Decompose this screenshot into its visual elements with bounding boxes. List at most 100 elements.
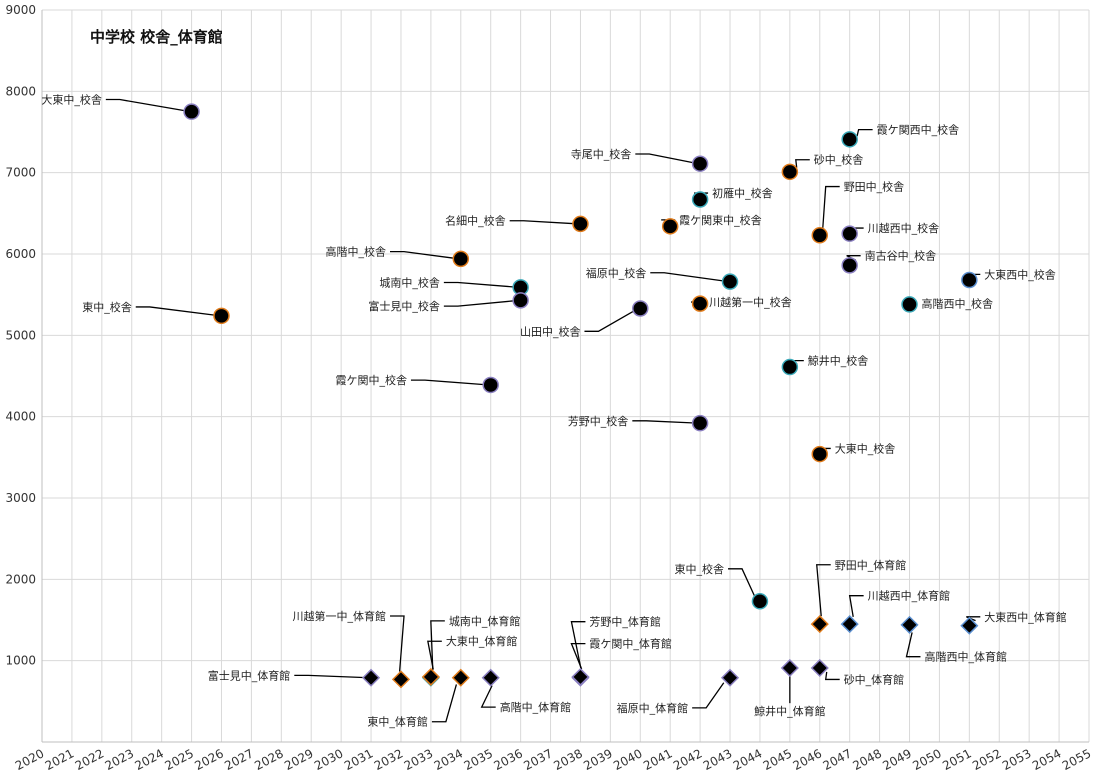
x-tick-label: 2050 (910, 746, 944, 773)
leader-lines (105, 98, 981, 723)
x-tick-label: 2048 (850, 746, 884, 773)
x-tick-label: 2031 (342, 746, 376, 773)
y-tick-label: 7000 (5, 166, 36, 180)
x-tick-label: 2032 (372, 746, 406, 773)
leader-line (635, 153, 693, 164)
x-tick-label: 2029 (282, 746, 316, 773)
diamond-point (720, 668, 740, 687)
point-label: 大東西中_校舎 (984, 267, 1056, 281)
leader-line (816, 564, 831, 617)
y-tick-label: 4000 (5, 410, 36, 424)
diamond-point (810, 615, 829, 634)
leader-line (795, 159, 810, 168)
diamond-point (780, 658, 799, 678)
circle-point (512, 292, 529, 309)
point-label: 富士見中_体育館 (208, 668, 291, 682)
point-label: 鯨井中_校舎 (808, 354, 869, 368)
circle-point (691, 191, 709, 208)
point-label: 大東西中_体育館 (984, 610, 1067, 624)
leader-line (632, 420, 693, 424)
x-tick-label: 2022 (73, 746, 107, 773)
diamond-point (481, 668, 500, 687)
circle-point (661, 218, 679, 235)
point-label: 霞ケ関西中_校舎 (877, 123, 960, 137)
circle-point (721, 273, 739, 290)
point-label: 野田中_校舎 (844, 180, 905, 194)
circle-point (691, 414, 709, 432)
point-labels: 大東中_校舎東中_校舎高階中_校舎名細中_校舎城南中_校舎富士見中_校舎霞ケ関中… (41, 93, 1066, 729)
x-tick-label: 2039 (581, 746, 615, 773)
leader-line (509, 220, 573, 225)
point-label: 高階西中_校舎 (921, 297, 993, 311)
diamond-point (421, 667, 440, 686)
circle-point (632, 300, 649, 317)
x-tick-label: 2042 (671, 746, 705, 773)
x-tick-label: 2030 (312, 746, 346, 773)
circle-point (751, 593, 769, 610)
point-label: 川越第一中_体育館 (293, 609, 387, 623)
point-label: 大東中_校舎 (835, 441, 896, 455)
point-label: 霞ケ関中_校舎 (335, 373, 407, 387)
x-tick-label: 2023 (103, 746, 137, 773)
point-label: 大東中_校舎 (41, 93, 102, 107)
point-label: 初雁中_校舎 (712, 186, 773, 200)
x-tick-label: 2044 (731, 746, 765, 773)
point-label: 川越西中_校舎 (868, 221, 940, 235)
x-tick-label: 2024 (133, 746, 167, 773)
leader-line (905, 632, 921, 658)
leader-line (135, 306, 214, 316)
leader-line (105, 98, 184, 112)
y-tick-label: 1000 (5, 654, 36, 668)
circle-point (691, 295, 709, 312)
leader-line (856, 128, 873, 137)
diamond-point (900, 615, 919, 634)
diamond-point (361, 668, 381, 687)
diamond-point (810, 658, 829, 678)
diamond-point (571, 667, 590, 686)
point-label: 高階中_体育館 (500, 700, 572, 714)
x-tick-label: 2051 (940, 746, 974, 773)
y-tick-label: 6000 (5, 247, 36, 261)
point-label: 南古谷中_校舎 (865, 249, 937, 263)
leader-line (390, 615, 405, 672)
point-label: 霞ケ関中_体育館 (589, 637, 672, 651)
point-label: 川越西中_体育館 (868, 589, 951, 603)
x-tick-label: 2037 (521, 746, 555, 773)
axes (41, 10, 1089, 743)
x-tick-label: 2047 (821, 746, 855, 773)
x-tick-label: 2046 (791, 746, 825, 773)
point-label: 芳野中_校舎 (568, 414, 629, 428)
point-label: 高階中_校舎 (326, 245, 387, 259)
x-tick-label: 2028 (252, 746, 286, 773)
circle-point (572, 215, 589, 233)
point-label: 富士見中_校舎 (368, 299, 440, 313)
x-tick-label: 2038 (551, 746, 585, 773)
leader-line (294, 674, 364, 679)
x-tick-label: 2025 (162, 746, 196, 773)
point-label: 高階西中_体育館 (924, 650, 1007, 664)
circle-point (811, 445, 829, 463)
x-tick-label: 2040 (611, 746, 645, 773)
leader-line (966, 616, 981, 622)
leader-line (570, 621, 586, 670)
data-points (183, 103, 979, 689)
x-tick-label: 2045 (761, 746, 795, 773)
x-tick-label: 2026 (192, 746, 226, 773)
point-label: 芳野中_体育館 (589, 615, 661, 629)
gridlines (41, 9, 1090, 742)
x-tick-label: 2041 (641, 746, 675, 773)
circle-point (482, 376, 499, 394)
point-label: 野田中_体育館 (835, 558, 907, 572)
x-tick-label: 2020 (13, 746, 47, 773)
leader-line (390, 250, 453, 259)
point-label: 霞ケ関東中_校舎 (679, 213, 762, 227)
x-tick-label: 2027 (222, 746, 256, 773)
leader-line (570, 643, 586, 670)
leader-line (584, 310, 634, 332)
point-label: 砂中_体育館 (844, 672, 905, 686)
point-label: 鯨井中_体育館 (754, 704, 826, 718)
leader-line (480, 685, 496, 708)
x-tick-label: 2035 (462, 746, 496, 773)
circle-point (781, 163, 799, 181)
